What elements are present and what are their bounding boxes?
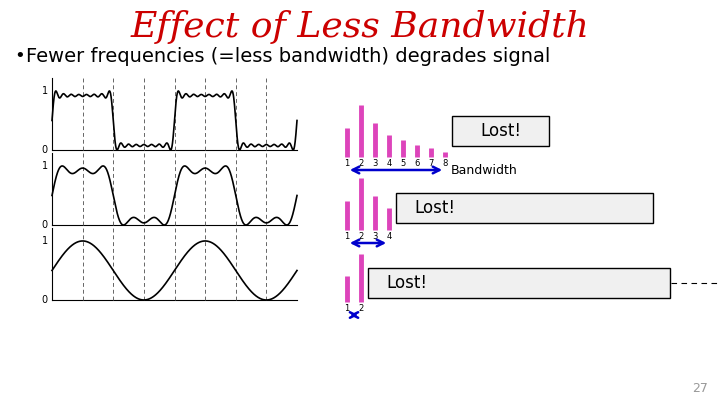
Text: 6: 6 — [414, 159, 420, 168]
Text: 1: 1 — [344, 232, 350, 241]
Text: Bandwidth: Bandwidth — [451, 164, 518, 177]
Text: 5: 5 — [400, 159, 405, 168]
Text: 1: 1 — [42, 86, 48, 96]
Text: •: • — [14, 47, 24, 65]
Text: 2: 2 — [359, 304, 364, 313]
Text: 2: 2 — [359, 232, 364, 241]
Text: 3: 3 — [372, 232, 378, 241]
Text: 1: 1 — [344, 159, 350, 168]
Text: 1: 1 — [42, 236, 48, 246]
Text: 4: 4 — [387, 159, 392, 168]
Text: Lost!: Lost! — [480, 122, 521, 140]
Text: 1: 1 — [344, 304, 350, 313]
Text: 4: 4 — [387, 232, 392, 241]
Text: Lost!: Lost! — [415, 199, 456, 217]
Text: 1: 1 — [42, 161, 48, 171]
Text: Lost!: Lost! — [387, 274, 428, 292]
Text: Fewer frequencies (=less bandwidth) degrades signal: Fewer frequencies (=less bandwidth) degr… — [26, 47, 550, 66]
Text: 3: 3 — [372, 159, 378, 168]
Text: 8: 8 — [442, 159, 448, 168]
Text: 0: 0 — [42, 145, 48, 155]
FancyBboxPatch shape — [452, 116, 549, 146]
Text: 27: 27 — [692, 382, 708, 395]
FancyBboxPatch shape — [368, 268, 670, 298]
Text: 0: 0 — [42, 295, 48, 305]
Text: Effect of Less Bandwidth: Effect of Less Bandwidth — [130, 10, 590, 44]
Text: 2: 2 — [359, 159, 364, 168]
FancyBboxPatch shape — [396, 193, 653, 223]
Text: 7: 7 — [428, 159, 433, 168]
Text: 0: 0 — [42, 220, 48, 230]
